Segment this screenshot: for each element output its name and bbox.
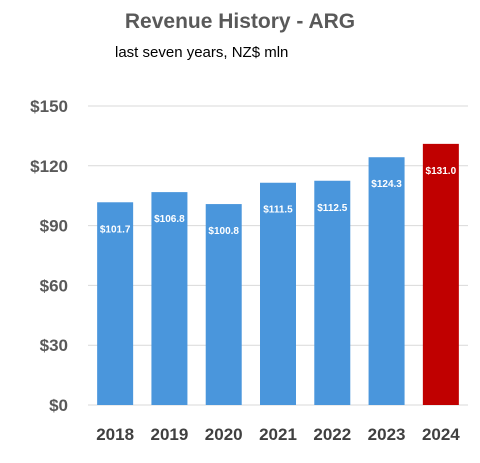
chart-subtitle: last seven years, NZ$ mln bbox=[115, 44, 289, 61]
data-label-2023: $124.3 bbox=[371, 179, 402, 190]
bar-2023 bbox=[368, 157, 405, 405]
data-label-2019: $106.8 bbox=[154, 214, 185, 225]
data-label-2020: $100.8 bbox=[208, 226, 239, 237]
bar-2018 bbox=[97, 202, 134, 405]
chart-title: Revenue History - ARG bbox=[124, 10, 356, 33]
data-label-2024: $131.0 bbox=[426, 166, 457, 177]
x-tick-label: 2018 bbox=[96, 425, 134, 444]
x-tick-label: 2020 bbox=[205, 425, 243, 444]
y-tick-label: $0 bbox=[49, 396, 68, 415]
y-tick-label: $60 bbox=[40, 276, 68, 295]
y-tick-label: $150 bbox=[30, 97, 68, 116]
y-tick-label: $120 bbox=[30, 157, 68, 176]
bar-2024 bbox=[422, 143, 459, 405]
x-tick-label: 2023 bbox=[368, 425, 406, 444]
bar-2022 bbox=[314, 180, 351, 405]
y-tick-label: $90 bbox=[40, 217, 68, 236]
x-tick-label: 2024 bbox=[422, 425, 460, 444]
data-label-2018: $101.7 bbox=[100, 224, 131, 235]
data-label-2021: $111.5 bbox=[263, 205, 293, 216]
bar-2019 bbox=[151, 192, 188, 405]
bar-2020 bbox=[205, 204, 242, 405]
x-tick-label: 2021 bbox=[259, 425, 297, 444]
x-tick-label: 2019 bbox=[151, 425, 189, 444]
data-label-2022: $112.5 bbox=[317, 203, 347, 214]
x-tick-label: 2022 bbox=[313, 425, 351, 444]
y-tick-label: $30 bbox=[40, 336, 68, 355]
bar-2021 bbox=[260, 182, 296, 405]
